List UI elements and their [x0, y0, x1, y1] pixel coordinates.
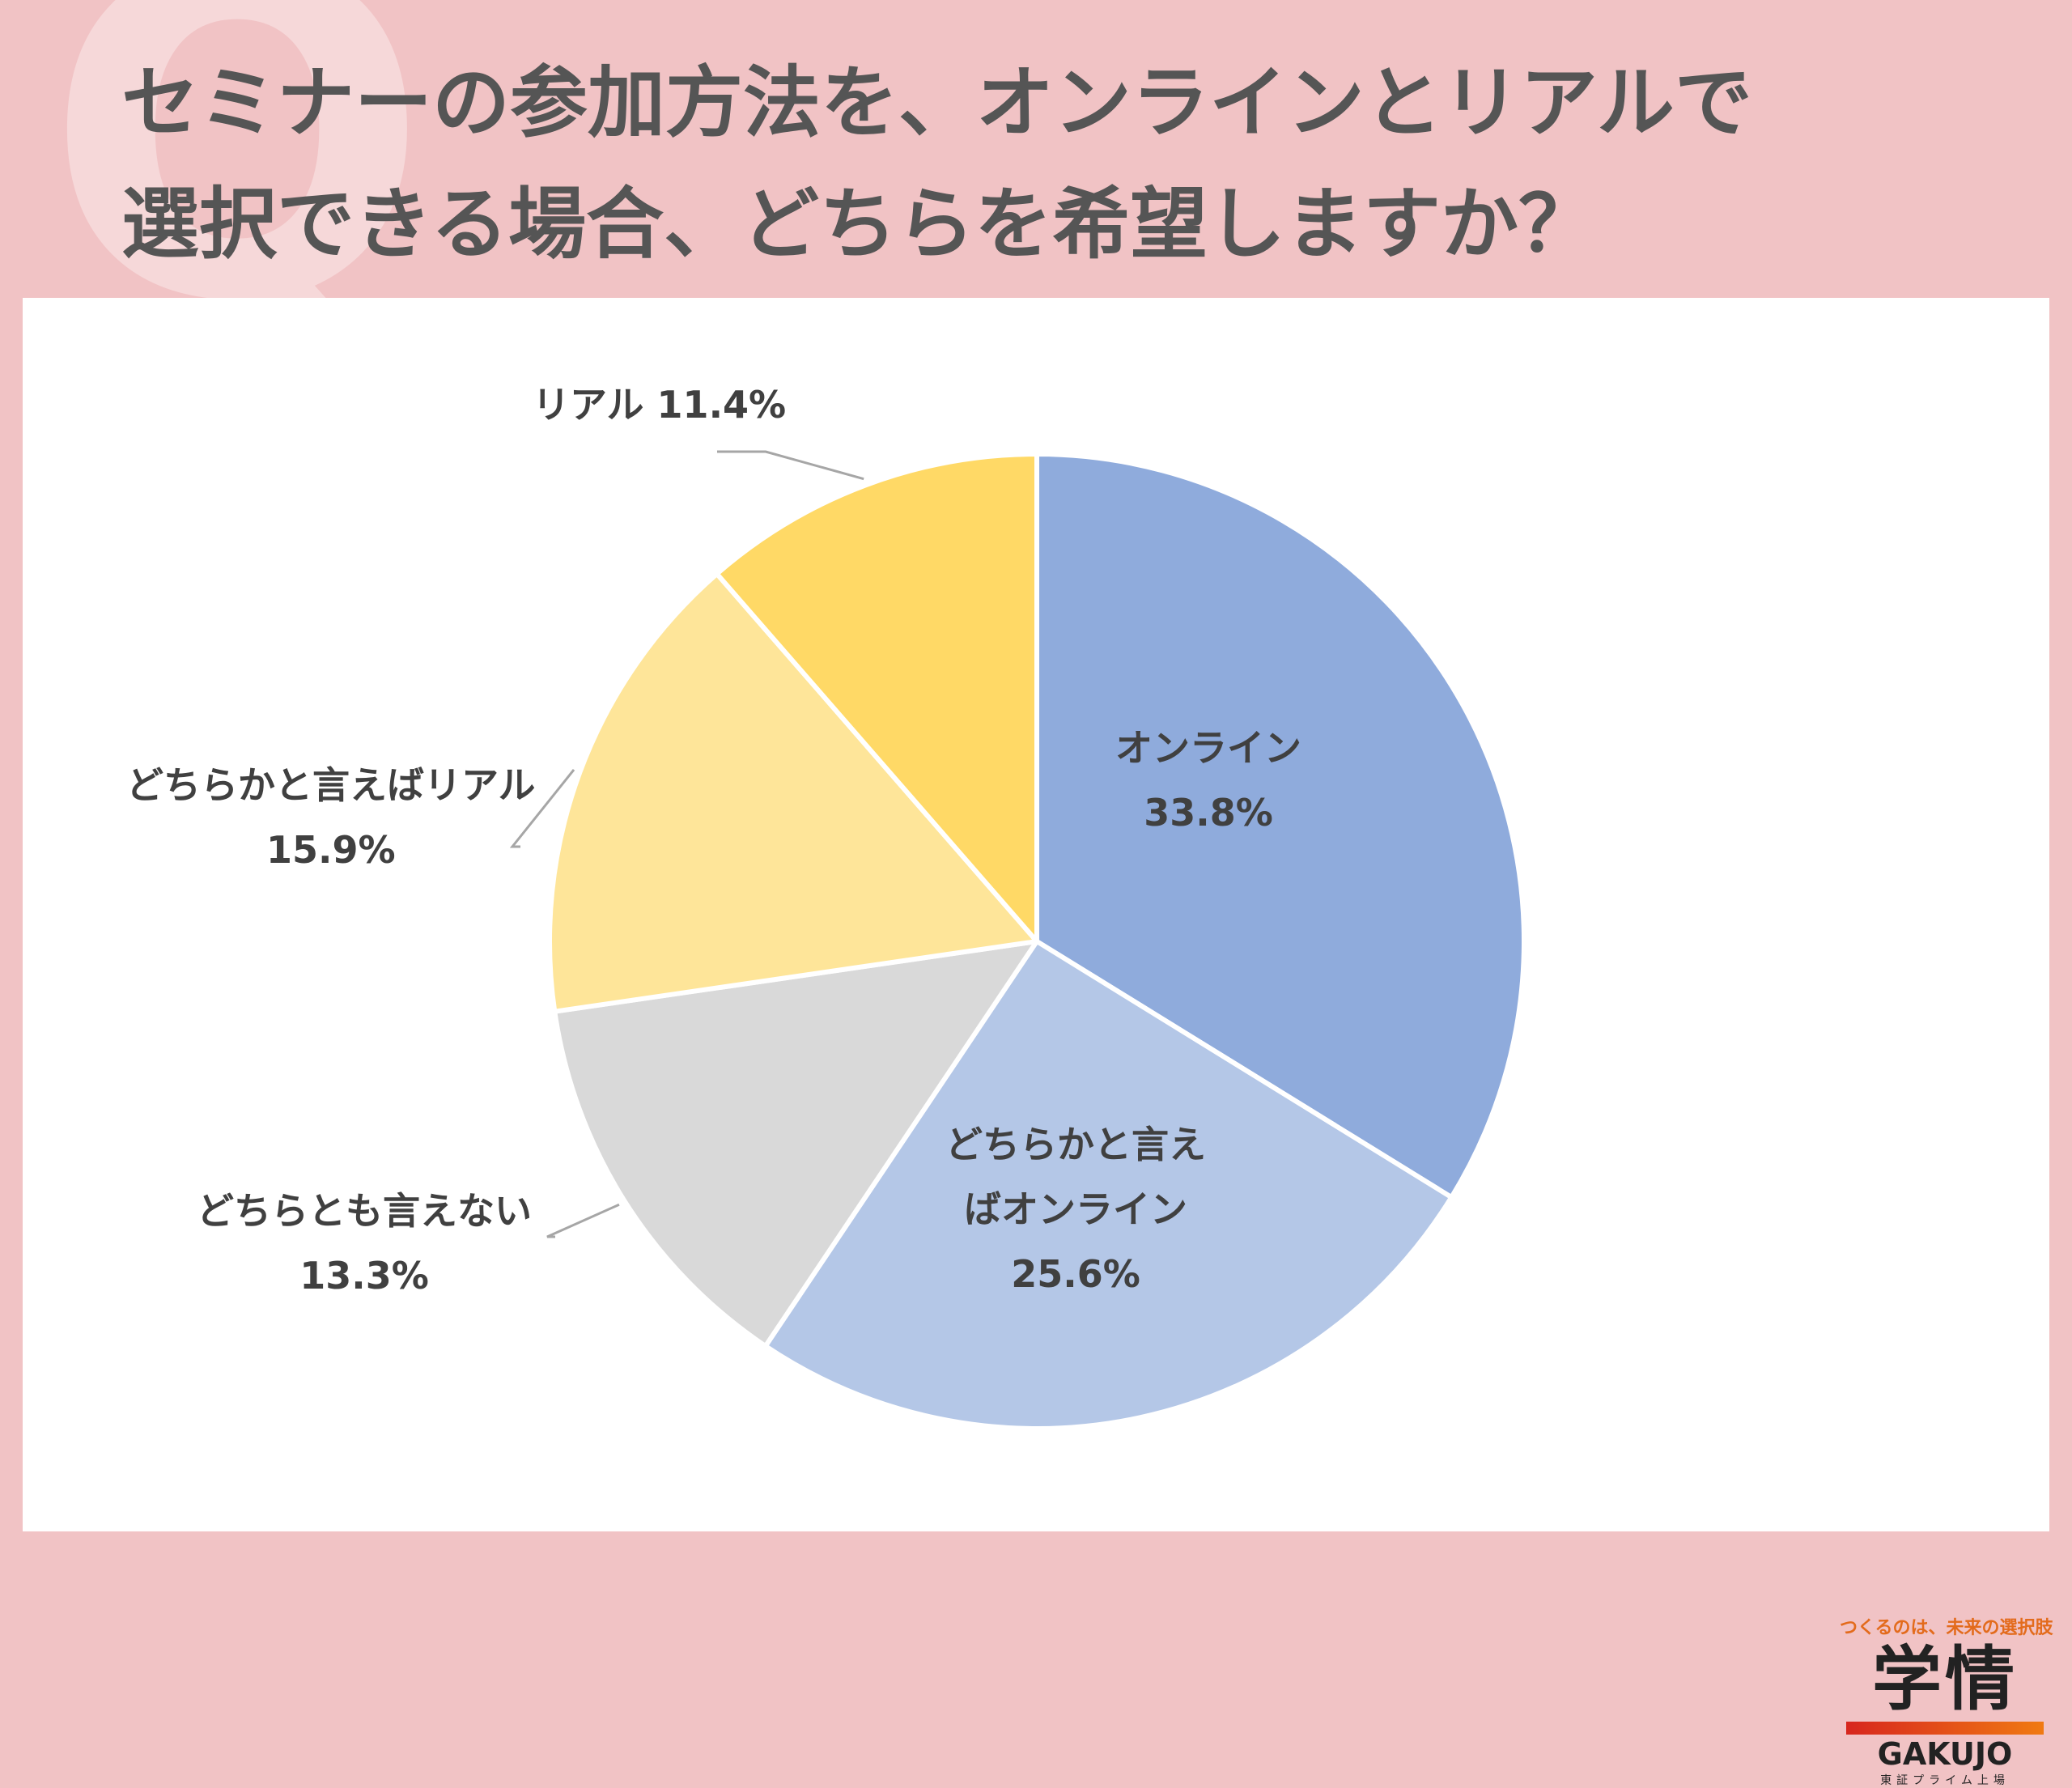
leader-line-neither — [546, 1203, 620, 1238]
slice-label-rather-online-value: 25.6% — [1011, 1252, 1140, 1296]
slice-label-online-name: オンライン — [1115, 726, 1301, 770]
title-line-1: セミナーの参加方法を、オンラインとリアルで — [121, 57, 1753, 148]
logo-sub: 東証プライム上場 — [1880, 1774, 2010, 1787]
gakujo-logo: つくるのは、未来の選択肢 学情 GAKUJO 東証プライム上場 — [1840, 1613, 2053, 1788]
leader-line-real — [717, 450, 864, 481]
pie-slice-neither — [552, 939, 1039, 1349]
pie-slice-rather-real — [547, 571, 1039, 1014]
slice-label-online-value: 33.8% — [1144, 791, 1273, 835]
page-title: セミナーの参加方法を、オンラインとリアルで 選択できる場合、どちらを希望しますか… — [121, 42, 2007, 285]
slice-label-rather-real-value: 15.9% — [265, 828, 396, 872]
slice-label-online: オンライン 33.8% — [1115, 716, 1301, 845]
slice-label-rather-real-name: どちらかと言えばリアル — [126, 763, 536, 807]
pie-slice-rather-online — [762, 939, 1454, 1431]
slice-label-neither-name: どちらとも言えない — [197, 1189, 532, 1233]
slice-label-rather-online-line2: ばオンライン — [964, 1187, 1187, 1231]
leader-line-rather-real — [509, 769, 575, 848]
pie-slice-real — [714, 452, 1039, 944]
logo-tagline: つくるのは、未来の選択肢 — [1840, 1618, 2053, 1638]
logo-brand: GAKUJO — [1877, 1736, 2013, 1772]
slice-label-real-text: リアル 11.4% — [533, 383, 787, 427]
slice-label-rather-real: どちらかと言えばリアル 15.9% — [126, 753, 536, 882]
slice-label-rather-online: どちらかと言え ばオンライン 25.6% — [945, 1112, 1206, 1306]
slice-label-rather-online-line1: どちらかと言え — [945, 1123, 1206, 1166]
chart-panel: オンライン 33.8% どちらかと言え ばオンライン 25.6% どちらとも言え… — [23, 298, 2053, 1787]
pie-slice-online — [1034, 452, 1526, 1200]
pie-chart — [509, 450, 1526, 1431]
title-line-2: 選択できる場合、どちらを希望しますか？ — [121, 179, 1597, 270]
slice-label-real: リアル 11.4% — [533, 372, 786, 437]
slice-label-neither: どちらとも言えない 13.3% — [197, 1179, 532, 1308]
logo-mark: 学情 — [1872, 1639, 2018, 1720]
slice-label-neither-value: 13.3% — [299, 1254, 429, 1297]
logo-bar — [1846, 1722, 2044, 1735]
